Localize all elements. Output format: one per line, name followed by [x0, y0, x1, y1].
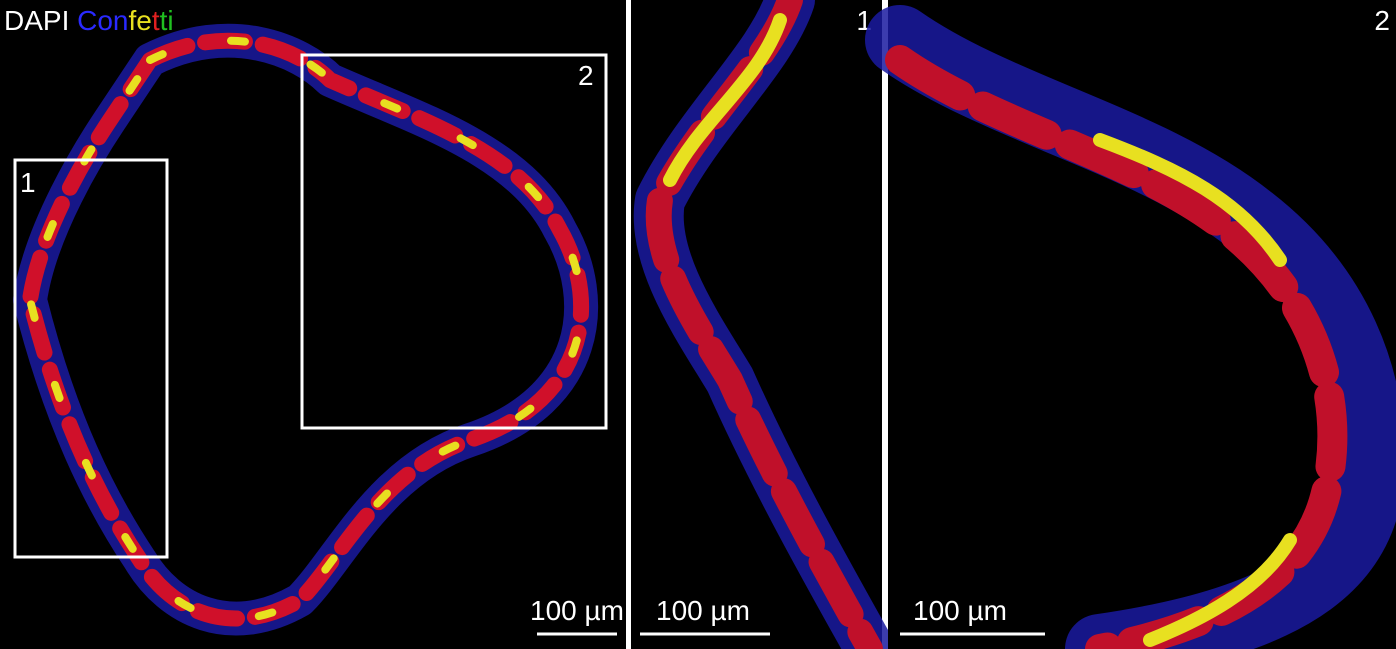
overview-panel: 1 2 DAPI Confetti 100 µm [0, 0, 626, 649]
figure: 1 2 DAPI Confetti 100 µm 1 100 µm 2 100 … [0, 0, 1396, 649]
scale-bar-label: 100 µm [530, 595, 624, 626]
inset-2-panel: 2 100 µm [888, 0, 1396, 649]
panel-label: 2 [1374, 5, 1390, 36]
scale-bar-label: 100 µm [913, 595, 1007, 626]
stain-label: DAPI Confetti [4, 5, 174, 36]
panel-background [0, 0, 626, 649]
stain-confetti-part: ti [160, 5, 174, 36]
box-label: 2 [578, 60, 594, 91]
stain-dapi: DAPI [4, 5, 69, 36]
scale-bar-label: 100 µm [656, 595, 750, 626]
stain-confetti-part: fe [129, 5, 152, 36]
box-label: 1 [20, 167, 36, 198]
stain-confetti-part: Con [77, 5, 128, 36]
inset-1-panel: 1 100 µm [631, 0, 882, 649]
